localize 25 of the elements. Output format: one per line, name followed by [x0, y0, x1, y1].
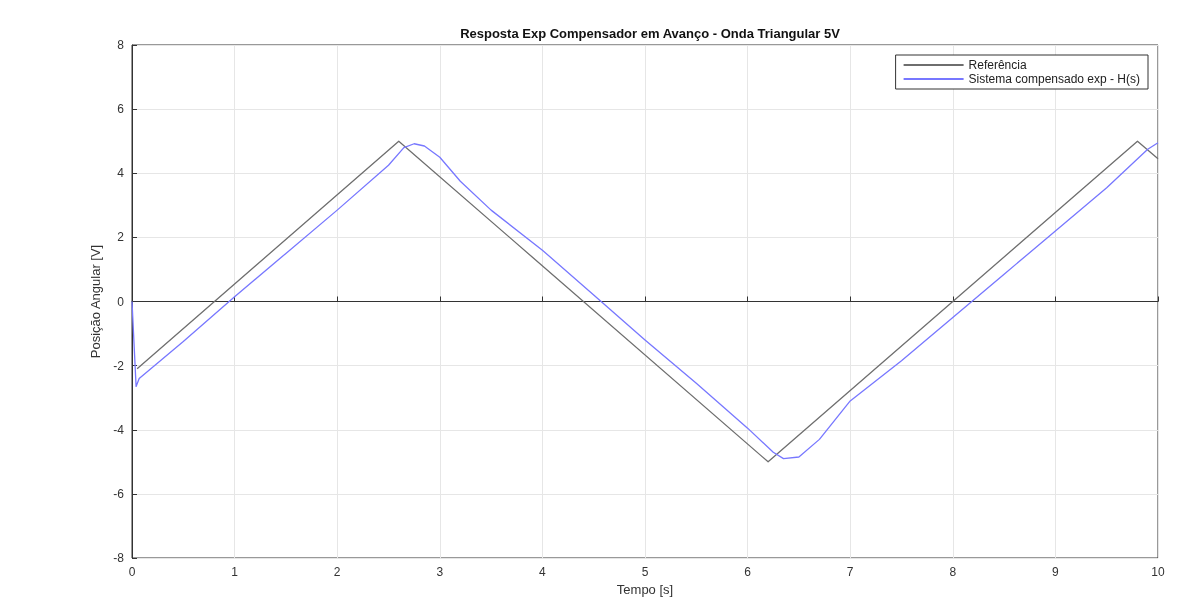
y-tick-label: -2 — [113, 358, 125, 373]
x-tick-label: 6 — [744, 565, 752, 579]
y-tick-label: -6 — [113, 486, 125, 501]
legend-label: Sistema compensado exp - H(s) — [968, 72, 1141, 86]
y-axis-title: Posição Angular [V] — [88, 244, 104, 359]
x-tick-label: 7 — [846, 565, 854, 579]
x-axis-title: Tempo [s] — [616, 581, 674, 597]
y-tick-label: -8 — [113, 551, 125, 565]
x-tick-label: 0 — [128, 565, 136, 579]
y-tick-label: 8 — [117, 38, 125, 52]
x-tick-label: 3 — [436, 565, 444, 579]
x-tick-label: 1 — [231, 565, 239, 579]
x-tick-label: 10 — [1151, 565, 1165, 579]
y-tick-label: 6 — [117, 102, 125, 117]
x-tick-label: 4 — [539, 565, 547, 579]
x-tick-label: 5 — [641, 565, 649, 579]
x-tick-label: 8 — [949, 565, 957, 579]
chart-title: Resposta Exp Compensador em Avanço - Onda Triangular 5V — [460, 26, 841, 41]
y-tick-label: 2 — [117, 230, 125, 245]
legend-label: Referência — [968, 58, 1027, 72]
y-tick-label: 0 — [117, 294, 125, 309]
x-tick-label: 9 — [1052, 565, 1060, 579]
x-tick-label: 2 — [333, 565, 341, 579]
y-tick-label: -4 — [113, 422, 125, 437]
y-tick-label: 4 — [117, 166, 125, 181]
